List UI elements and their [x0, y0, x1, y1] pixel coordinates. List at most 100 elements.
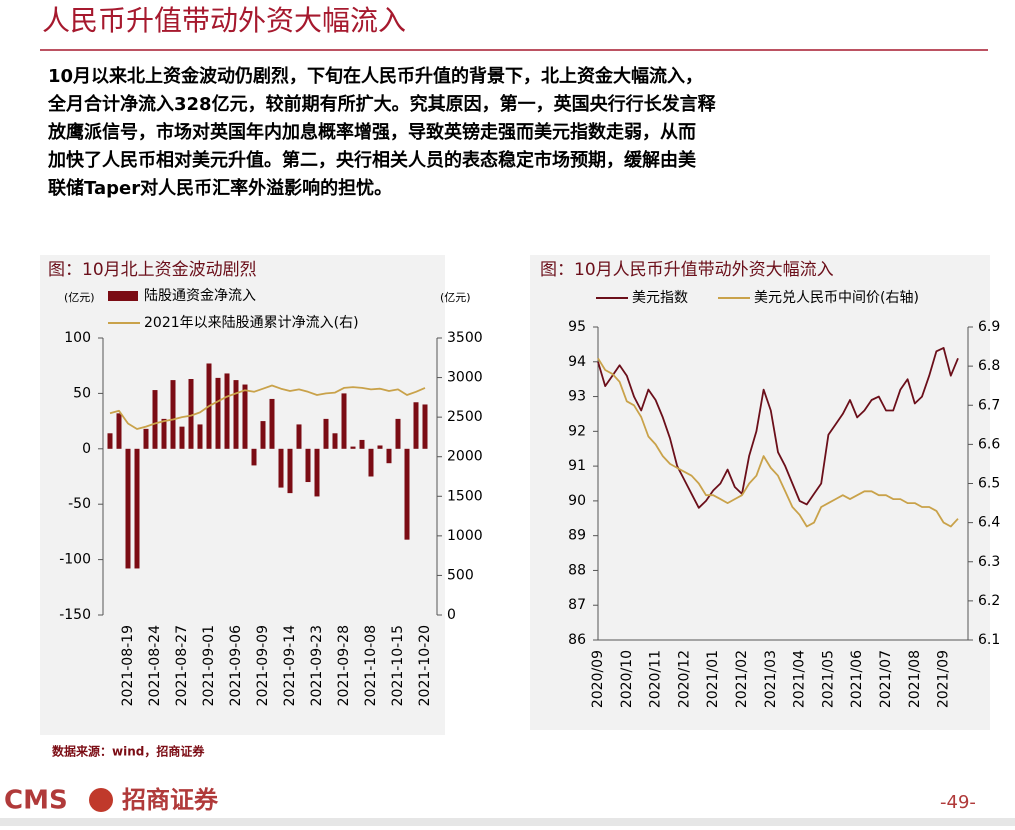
y-tick-label: 93 — [568, 389, 586, 405]
y-tick-label: -150 — [59, 607, 91, 623]
body-line: 全月合计净流入328亿元，较前期有所扩大。究其原因，第一，英国央行行长发言释 — [47, 93, 717, 115]
bar — [377, 445, 383, 449]
y2-tick-label: 2500 — [447, 409, 483, 425]
y2-tick-label: 6.6 — [978, 436, 1000, 452]
body-line: 10月以来北上资金波动仍剧烈，下旬在人民币升值的背景下，北上资金大幅流入， — [48, 65, 703, 87]
y2-tick-label: 6.9 — [978, 319, 1000, 335]
bar — [125, 448, 131, 569]
y2-tick-label: 1500 — [447, 488, 483, 504]
bar — [242, 384, 248, 449]
y2-tick-label: 3500 — [447, 330, 483, 346]
body-text: 10月以来北上资金波动仍剧烈，下旬在人民币升值的背景下，北上资金大幅流入， 全月… — [47, 65, 717, 199]
bar — [278, 448, 284, 488]
x-tick-label: 2021-10-08 — [363, 625, 379, 706]
legend-label: 美元兑人民币中间价(右轴) — [754, 290, 919, 306]
y-tick-label: 88 — [568, 562, 586, 578]
x-tick-label: 2021-08-24 — [147, 625, 163, 706]
bar — [323, 418, 329, 449]
x-tick-label: 2021-09-06 — [228, 625, 244, 706]
x-tick-label: 2021/04 — [792, 650, 808, 708]
logo-mark — [89, 788, 113, 812]
y-tick-label: 50 — [73, 385, 91, 401]
footer-band — [0, 818, 1015, 826]
y2-tick-label: 1000 — [447, 528, 483, 544]
x-tick-label: 2021-09-09 — [255, 625, 271, 706]
x-tick-label: 2021/05 — [820, 650, 836, 708]
y-tick-label: 89 — [568, 528, 586, 544]
bar — [251, 448, 257, 466]
bar — [296, 424, 302, 449]
legend-swatch — [108, 291, 138, 301]
x-tick-label: 2021-09-23 — [309, 625, 325, 706]
x-tick-label: 2021-09-14 — [282, 625, 298, 706]
bar — [107, 433, 113, 449]
bar — [413, 402, 419, 449]
bar — [179, 426, 185, 449]
y2-tick-label: 6.2 — [978, 593, 1000, 609]
y2-tick-label: 0 — [447, 607, 456, 623]
page-number: -49- — [940, 792, 976, 813]
x-tick-label: 2021-08-19 — [120, 625, 136, 706]
y2-tick-label: 6.7 — [978, 397, 1000, 413]
x-tick-label: 2021/01 — [705, 650, 721, 708]
bar — [233, 380, 239, 449]
y-unit: (亿元) — [64, 291, 95, 304]
x-tick-label: 2021-09-01 — [201, 625, 217, 706]
x-tick-label: 2020/09 — [590, 650, 606, 708]
bar — [134, 448, 140, 569]
y2-tick-label: 6.8 — [978, 358, 1000, 374]
y-tick-label: -50 — [68, 496, 91, 512]
bar — [359, 439, 365, 449]
y-tick-label: 90 — [568, 493, 586, 509]
bar — [260, 421, 266, 449]
bar — [143, 428, 149, 449]
x-tick-label: 2020/10 — [619, 650, 635, 708]
y-tick-label: 87 — [568, 597, 586, 613]
bar — [314, 448, 320, 497]
y2-tick-label: 3000 — [447, 370, 483, 386]
y-tick-label: 100 — [64, 330, 91, 346]
bar — [332, 433, 338, 449]
y2-unit: (亿元) — [440, 291, 471, 304]
bar — [224, 373, 230, 449]
chart-title: 图：10月北上资金波动剧烈 — [48, 260, 257, 280]
bar — [269, 398, 275, 449]
y2-tick-label: 6.1 — [978, 632, 1000, 648]
y-tick-label: -100 — [59, 552, 91, 568]
y-tick-label: 0 — [82, 441, 91, 457]
source: 数据来源：wind，招商证券 — [52, 744, 205, 759]
legend-label: 美元指数 — [632, 290, 688, 306]
y2-tick-label: 6.5 — [978, 476, 1000, 492]
y2-tick-label: 500 — [447, 567, 474, 583]
bar — [422, 404, 428, 449]
logo-en: CMS — [4, 786, 68, 816]
x-tick-label: 2021/03 — [763, 650, 779, 708]
series-line — [109, 384, 426, 430]
x-tick-label: 2021-09-28 — [336, 625, 352, 706]
legend-label: 陆股通资金净流入 — [144, 288, 256, 304]
y-tick-label: 94 — [568, 354, 586, 370]
bar — [386, 448, 392, 464]
y2-tick-label: 6.4 — [978, 515, 1000, 531]
bar — [161, 418, 167, 449]
logo-cn: 招商证券 — [122, 786, 219, 814]
y2-tick-label: 2000 — [447, 449, 483, 465]
x-tick-label: 2021/02 — [734, 650, 750, 708]
legend-label: 2021年以来陆股通累计净流入(右) — [144, 315, 359, 331]
x-tick-label: 2020/11 — [648, 650, 664, 708]
x-tick-label: 2021/09 — [936, 650, 952, 708]
x-tick-label: 2021/08 — [907, 650, 923, 708]
bar — [395, 418, 401, 449]
y-tick-label: 86 — [568, 632, 586, 648]
chart-title: 图：10月人民币升值带动外资大幅流入 — [540, 260, 834, 280]
series-line — [597, 357, 959, 528]
x-tick-label: 2020/12 — [676, 650, 692, 708]
page-title: 人民币升值带动外资大幅流入 — [42, 4, 406, 37]
bar — [341, 393, 347, 449]
bar — [215, 377, 221, 449]
bar — [197, 424, 203, 449]
x-tick-label: 2021-10-20 — [417, 625, 433, 706]
bar — [404, 448, 410, 540]
x-tick-label: 2021/07 — [878, 650, 894, 708]
